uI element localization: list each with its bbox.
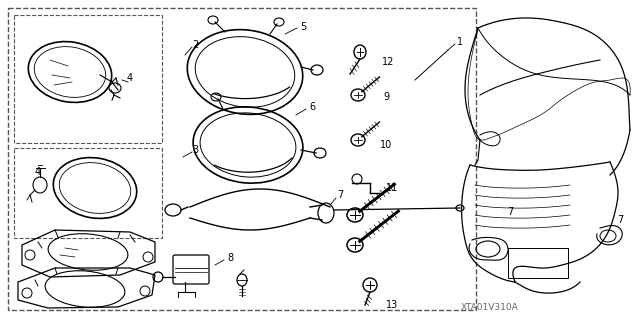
Text: 3: 3: [192, 145, 198, 155]
Text: 7: 7: [337, 190, 343, 200]
Text: 7: 7: [507, 207, 513, 217]
Text: 7: 7: [617, 215, 623, 225]
Text: 4: 4: [35, 167, 41, 177]
Text: 1: 1: [457, 37, 463, 47]
Text: 5: 5: [300, 22, 306, 32]
Text: 4: 4: [127, 73, 133, 83]
Text: 11: 11: [386, 183, 398, 193]
Text: 8: 8: [227, 253, 233, 263]
Text: 10: 10: [380, 140, 392, 150]
Text: 9: 9: [383, 92, 389, 102]
Text: 12: 12: [382, 57, 394, 67]
Text: XTA01V310A: XTA01V310A: [461, 303, 519, 313]
Text: 6: 6: [309, 102, 315, 112]
Text: 13: 13: [386, 300, 398, 310]
Text: 2: 2: [192, 40, 198, 50]
